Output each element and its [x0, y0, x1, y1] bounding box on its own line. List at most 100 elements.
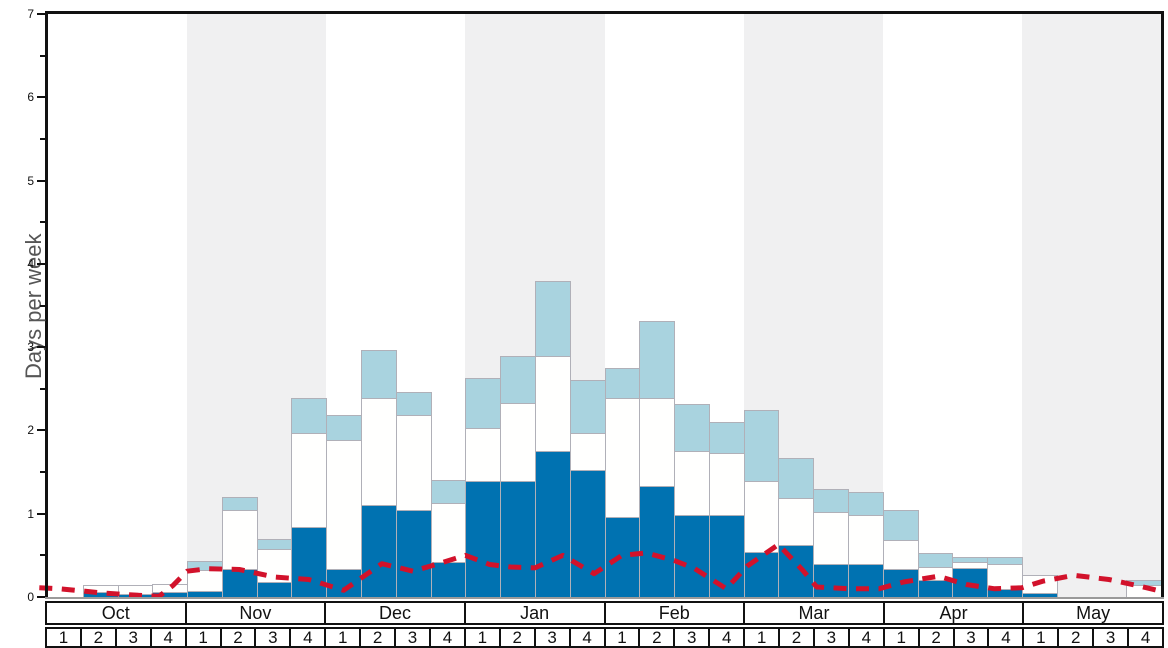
y-minor-tick	[40, 471, 45, 474]
bar-white-segment-apr-2	[917, 567, 954, 581]
bar-light-blue-segment-mar-3	[813, 488, 849, 514]
y-tick-label: 1	[27, 506, 34, 521]
bar-dark-blue-segment-nov-3	[256, 582, 293, 598]
week-cell-apr-1: 1	[882, 629, 918, 646]
bar-white-segment-apr-4	[987, 563, 1023, 590]
bar-white-segment-may-1	[1021, 574, 1058, 594]
bar-light-blue-segment-mar-2	[778, 457, 815, 499]
week-cell-jan-3: 3	[533, 629, 569, 646]
y-tick-label: 7	[27, 7, 34, 21]
bar-light-blue-segment-apr-4	[987, 557, 1023, 565]
bar-light-blue-segment-apr-1	[882, 510, 919, 542]
bar-white-segment-dec-2	[361, 397, 397, 506]
bar-dark-blue-segment-dec-1	[326, 568, 363, 598]
week-cell-nov-1: 1	[184, 629, 220, 646]
bar-dark-blue-segment-feb-3	[674, 515, 710, 598]
week-cell-dec-1: 1	[324, 629, 359, 646]
bar-dark-blue-segment-mar-4	[847, 563, 884, 598]
bar-white-segment-nov-4	[291, 432, 328, 529]
y-minor-tick	[40, 54, 45, 57]
bar-light-blue-segment-jan-3	[534, 280, 571, 358]
y-major-tick	[37, 596, 45, 598]
bar-light-blue-segment-jan-2	[500, 356, 536, 404]
bar-light-blue-segment-dec-4	[430, 479, 467, 504]
y-minor-tick	[40, 304, 45, 307]
bar-dark-blue-segment-dec-3	[395, 510, 432, 598]
month-cell-oct: Oct	[101, 603, 130, 623]
bar-light-blue-segment-nov-1	[187, 561, 223, 572]
bar-light-blue-segment-jan-1	[465, 377, 502, 429]
week-cell-oct-4: 4	[149, 629, 185, 646]
week-cell-apr-2: 2	[917, 629, 953, 646]
bar-white-segment-feb-2	[639, 397, 676, 488]
y-tick-label: 6	[27, 90, 34, 105]
y-major-tick	[37, 179, 45, 182]
y-minor-tick	[40, 387, 45, 390]
month-cell-mar: Mar	[743, 603, 883, 623]
month-axis-row: Oct Nov Dec Jan Feb Mar Apr May	[45, 601, 1164, 625]
week-cell-oct-3: 3	[114, 629, 150, 646]
y-tick-label: 0	[27, 590, 34, 604]
y-minor-tick	[40, 137, 45, 140]
bar-light-blue-segment-feb-1	[604, 367, 641, 399]
month-cell-feb: Feb	[603, 603, 744, 623]
bar-light-blue-segment-feb-2	[639, 321, 676, 399]
week-cell-mar-3: 3	[812, 629, 848, 646]
bar-dark-blue-segment-apr-1	[882, 568, 919, 598]
bar-white-segment-feb-4	[708, 452, 745, 517]
week-cell-oct-1: 1	[58, 629, 69, 646]
week-cell-dec-3: 3	[394, 629, 429, 646]
bar-white-segment-jan-2	[500, 402, 536, 483]
y-tick-label: 5	[27, 173, 34, 188]
week-cell-mar-4: 4	[847, 629, 883, 646]
y-major-tick	[37, 346, 45, 349]
week-cell-may-1: 1	[1022, 629, 1057, 646]
bar-white-segment-dec-1	[326, 439, 363, 570]
bar-white-segment-apr-3	[952, 562, 989, 569]
week-cell-feb-1: 1	[603, 629, 639, 646]
bar-white-segment-mar-3	[813, 512, 849, 565]
bar-light-blue-segment-mar-1	[743, 409, 780, 483]
y-tick-label: 4	[27, 256, 34, 271]
week-cell-jan-2: 2	[498, 629, 534, 646]
bar-light-blue-segment-mar-4	[847, 492, 884, 517]
week-cell-nov-3: 3	[254, 629, 289, 646]
month-cell-apr: Apr	[882, 603, 1023, 623]
bar-dark-blue-segment-mar-2	[778, 545, 815, 598]
bar-white-segment-feb-1	[604, 397, 641, 519]
bar-dark-blue-segment-jan-4	[569, 469, 606, 598]
bar-light-blue-segment-may-4	[1126, 580, 1162, 587]
bar-white-segment-mar-2	[778, 497, 815, 547]
bar-dark-blue-segment-nov-4	[291, 527, 328, 598]
month-cell-dec: Dec	[324, 603, 464, 623]
bar-white-segment-nov-3	[256, 548, 293, 583]
bar-light-blue-segment-jan-4	[569, 380, 606, 434]
bar-white-segment-oct-4	[152, 583, 189, 593]
week-cell-dec-2: 2	[359, 629, 394, 646]
bar-dark-blue-segment-feb-2	[639, 486, 676, 598]
week-cell-apr-3: 3	[952, 629, 988, 646]
month-cell-nov: Nov	[184, 603, 325, 623]
week-cell-dec-4: 4	[428, 629, 464, 646]
y-minor-tick	[40, 221, 45, 224]
bar-light-blue-segment-apr-2	[917, 552, 954, 568]
y-major-tick	[37, 96, 45, 99]
bar-white-segment-nov-2	[221, 509, 258, 570]
bar-white-segment-oct-2	[82, 584, 119, 593]
bar-dark-blue-segment-dec-2	[361, 504, 397, 598]
bar-dark-blue-segment-apr-2	[917, 579, 954, 598]
bar-light-blue-segment-dec-1	[326, 415, 363, 441]
bar-white-segment-jan-1	[465, 427, 502, 483]
week-cell-feb-4: 4	[708, 629, 743, 646]
week-cell-may-4: 4	[1127, 629, 1162, 646]
week-cell-nov-4: 4	[289, 629, 324, 646]
plot-border-top	[45, 11, 1164, 14]
bar-white-segment-dec-3	[395, 415, 432, 512]
week-cell-may-3: 3	[1092, 629, 1127, 646]
y-tick-label: 3	[27, 340, 34, 355]
bar-light-blue-segment-feb-3	[674, 403, 710, 453]
week-cell-feb-3: 3	[673, 629, 708, 646]
week-cell-mar-1: 1	[743, 629, 778, 646]
